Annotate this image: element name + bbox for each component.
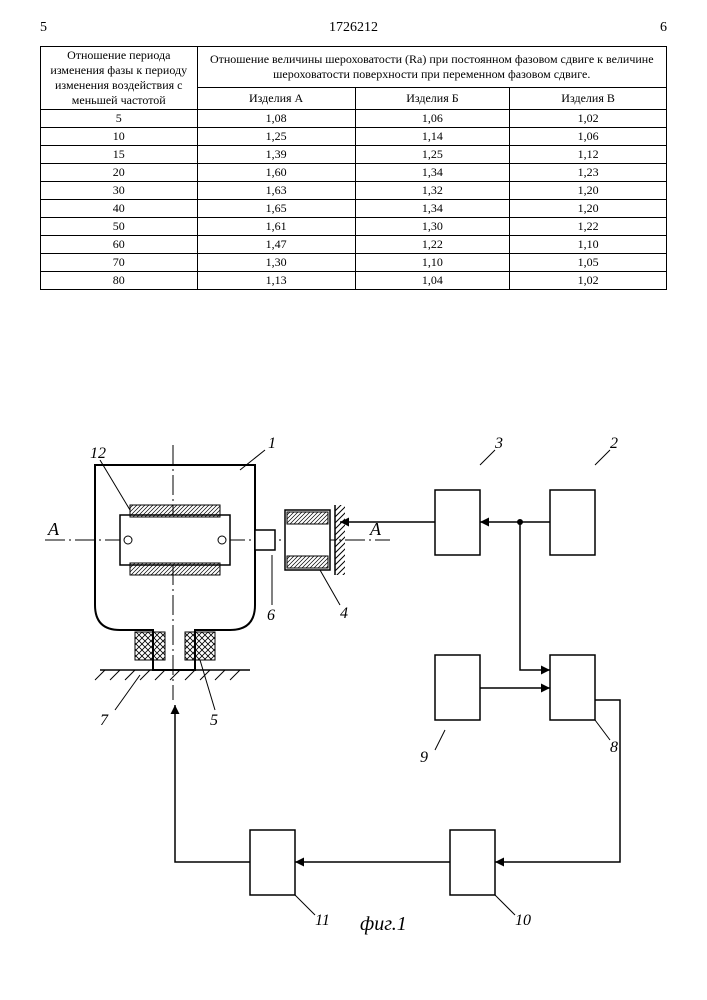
table-row: 301,631,321,20 — [41, 182, 667, 200]
section-A-left: А — [47, 519, 60, 539]
svg-text:3: 3 — [494, 435, 503, 452]
svg-text:1: 1 — [268, 435, 276, 452]
table-row: 201,601,341,23 — [41, 164, 667, 182]
svg-text:9: 9 — [420, 749, 428, 766]
svg-text:12: 12 — [90, 445, 106, 462]
table-row: 101,251,141,06 — [41, 128, 667, 146]
table-row: 601,471,221,10 — [41, 236, 667, 254]
page-col-left: 5 — [40, 20, 47, 36]
table-row: 801,131,041,02 — [41, 272, 667, 290]
col-c-header: Изделия В — [510, 87, 667, 109]
table-row: 401,651,341,20 — [41, 200, 667, 218]
col1-header: Отношение периода изменения фазы к перио… — [41, 47, 198, 110]
svg-text:4: 4 — [340, 605, 348, 622]
table-row: 51,081,061,02 — [41, 110, 667, 128]
figure-1: А А — [40, 410, 660, 960]
col-b-header: Изделия Б — [355, 87, 509, 109]
table-row: 151,391,251,12 — [41, 146, 667, 164]
table-row: 701,301,101,05 — [41, 254, 667, 272]
svg-text:6: 6 — [267, 607, 275, 624]
col2-header-top: Отношение величины шероховатости (Ra) пр… — [197, 47, 667, 88]
svg-text:11: 11 — [315, 912, 330, 929]
roughness-table: Отношение периода изменения фазы к перио… — [40, 46, 667, 290]
svg-text:7: 7 — [100, 712, 109, 729]
page-col-right: 6 — [660, 20, 667, 36]
table-row: 501,611,301,22 — [41, 218, 667, 236]
svg-text:2: 2 — [610, 435, 618, 452]
svg-text:5: 5 — [210, 712, 218, 729]
svg-text:10: 10 — [515, 912, 531, 929]
doc-number: 1726212 — [329, 20, 378, 36]
svg-text:8: 8 — [610, 739, 618, 756]
col-a-header: Изделия А — [197, 87, 355, 109]
figure-caption: фиг.1 — [360, 913, 407, 935]
